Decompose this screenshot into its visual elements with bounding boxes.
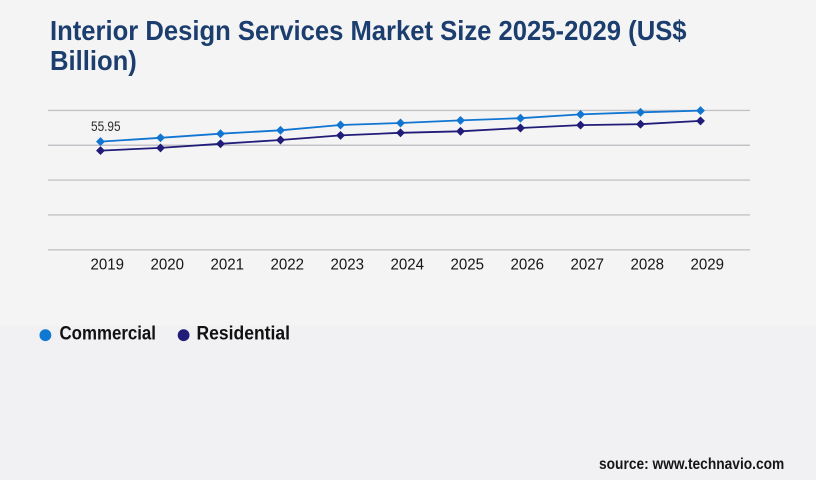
svg-text:2021: 2021 bbox=[210, 257, 244, 274]
svg-text:55.95: 55.95 bbox=[91, 118, 121, 134]
svg-text:2024: 2024 bbox=[390, 257, 424, 274]
svg-text:Residential: Residential bbox=[197, 323, 291, 344]
svg-text:Commercial: Commercial bbox=[60, 323, 157, 344]
svg-text:2019: 2019 bbox=[90, 257, 124, 274]
svg-text:2028: 2028 bbox=[630, 257, 664, 274]
svg-text:2023: 2023 bbox=[330, 257, 364, 274]
svg-text:2026: 2026 bbox=[510, 257, 544, 274]
svg-text:2029: 2029 bbox=[690, 257, 724, 274]
svg-text:2020: 2020 bbox=[150, 257, 184, 274]
svg-text:2027: 2027 bbox=[570, 257, 604, 274]
svg-text:2022: 2022 bbox=[270, 257, 304, 274]
svg-text:2025: 2025 bbox=[450, 257, 484, 274]
